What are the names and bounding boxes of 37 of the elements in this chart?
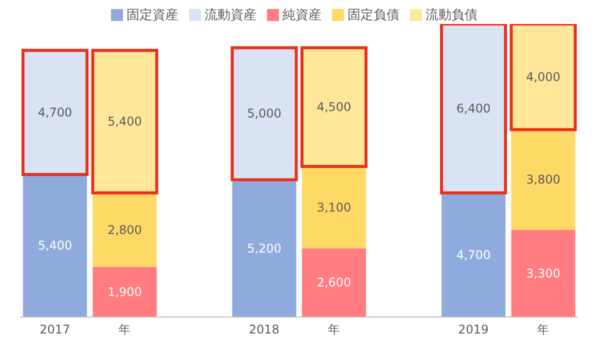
legend-label: 固定資産 — [126, 8, 178, 23]
bar — [442, 192, 506, 317]
bar — [232, 180, 296, 317]
data-label: 4,500 — [316, 100, 352, 114]
bar — [510, 24, 577, 132]
legend-label: 流動負債 — [426, 8, 478, 23]
data-label: 1,900 — [108, 284, 142, 299]
data-label: 4,000 — [526, 70, 560, 84]
x-tick-label: 年 — [328, 322, 340, 337]
bar — [92, 192, 157, 267]
x-tick-label: 年 — [537, 322, 550, 337]
data-label: 2,600 — [316, 276, 352, 290]
data-label: 5,000 — [247, 106, 282, 121]
data-label: 2,800 — [108, 222, 142, 237]
legend-label: 流動資産 — [204, 8, 256, 23]
data-label: 6,400 — [456, 101, 491, 116]
bar — [440, 24, 507, 194]
data-label: 5,200 — [247, 241, 282, 256]
bar — [511, 130, 576, 230]
legend-label: 純資産 — [282, 8, 322, 23]
bar — [302, 248, 366, 317]
x-tick-label: 年 — [118, 322, 131, 337]
bar — [302, 166, 366, 248]
data-label: 5,400 — [108, 114, 142, 129]
legend-label: 固定負債 — [348, 8, 400, 23]
data-label: 3,100 — [316, 200, 352, 214]
bar — [92, 266, 157, 317]
data-label: 4,700 — [456, 248, 491, 262]
x-tick-label: 2017 — [40, 322, 70, 337]
bar — [511, 230, 576, 317]
data-label: 4,700 — [38, 105, 72, 120]
data-label: 3,300 — [526, 266, 560, 280]
bar — [23, 174, 87, 317]
x-tick-label: 2019 — [458, 322, 489, 337]
data-label: 3,800 — [526, 172, 560, 187]
data-label: 5,400 — [38, 238, 72, 253]
x-tick-label: 2018 — [248, 322, 280, 337]
